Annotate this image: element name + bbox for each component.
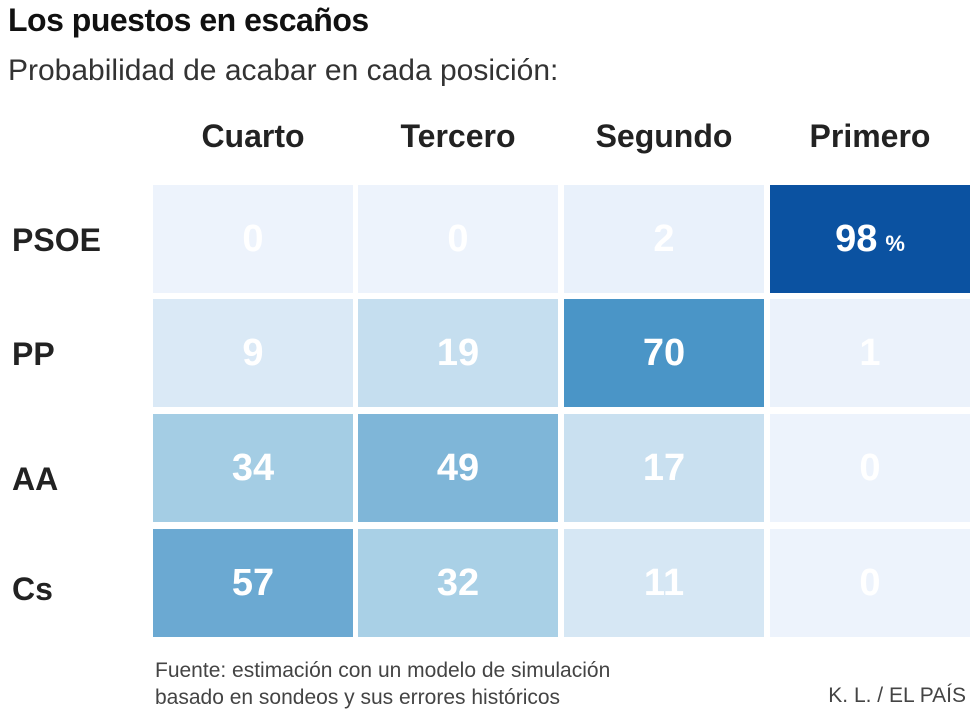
heatmap-cell-pp-segundo: 70 — [564, 299, 764, 407]
cell-value: 19 — [436, 331, 480, 374]
row-label-pp: PP — [12, 336, 55, 372]
heatmap-cell-cs-segundo: 11 — [564, 529, 764, 637]
heatmap-cell-aa-segundo: 17 — [564, 414, 764, 522]
column-header-cuarto: Cuarto — [201, 118, 305, 154]
heatmap-cell-cs-tercero: 32 — [358, 529, 558, 637]
heatmap-cell-pp-tercero: 19 — [358, 299, 558, 407]
row-label-psoe: PSOE — [12, 222, 101, 258]
chart-title: Los puestos en escaños — [8, 2, 369, 38]
heatmap-cell-psoe-tercero: 0 — [358, 185, 558, 293]
chart-subtitle: Probabilidad de acabar en cada posición: — [8, 54, 559, 87]
source-line-1: Fuente: estimación con un modelo de simu… — [155, 659, 611, 682]
cell-value: 34 — [231, 446, 275, 489]
heatmap-cell-psoe-primero: 98% — [770, 185, 970, 293]
heatmap-cell-aa-cuarto: 34 — [153, 414, 353, 522]
cell-value: 9 — [242, 331, 264, 374]
cell-value: 98 — [835, 217, 878, 260]
heatmap-cell-pp-primero: 1 — [770, 299, 970, 407]
column-header-segundo: Segundo — [595, 118, 733, 154]
cell-value: 0 — [859, 446, 881, 489]
cell-value: 2 — [653, 217, 675, 260]
row-label-aa: AA — [12, 461, 59, 497]
cell-value: 0 — [447, 217, 469, 260]
column-header-tercero: Tercero — [400, 118, 516, 154]
heatmap-cell-cs-primero: 0 — [770, 529, 970, 637]
heatmap-cell-psoe-cuarto: 0 — [153, 185, 353, 293]
cell-value: 57 — [231, 561, 275, 604]
heatmap-cell-cs-cuarto: 57 — [153, 529, 353, 637]
column-header-primero: Primero — [809, 118, 931, 154]
credit: K. L. / EL PAÍS — [828, 684, 966, 707]
cell-value: 32 — [436, 561, 480, 604]
heatmap-cell-aa-primero: 0 — [770, 414, 970, 522]
heatmap-cell-psoe-segundo: 2 — [564, 185, 764, 293]
percent-unit-label: % — [885, 231, 905, 256]
cell-value: 1 — [859, 331, 881, 374]
source-line-2: basado en sondeos y sus errores históric… — [155, 686, 561, 709]
heatmap-cell-pp-cuarto: 9 — [153, 299, 353, 407]
cell-value: 70 — [642, 331, 686, 374]
source-note: Fuente: estimación con un modelo de simu… — [155, 657, 610, 711]
cell-value: 0 — [859, 561, 881, 604]
heatmap-cell-aa-tercero: 49 — [358, 414, 558, 522]
cell-value: 17 — [642, 446, 686, 489]
cell-value: 0 — [242, 217, 264, 260]
cell-value: 49 — [436, 446, 480, 489]
cell-value: 11 — [643, 561, 685, 604]
row-label-cs: Cs — [12, 571, 53, 607]
